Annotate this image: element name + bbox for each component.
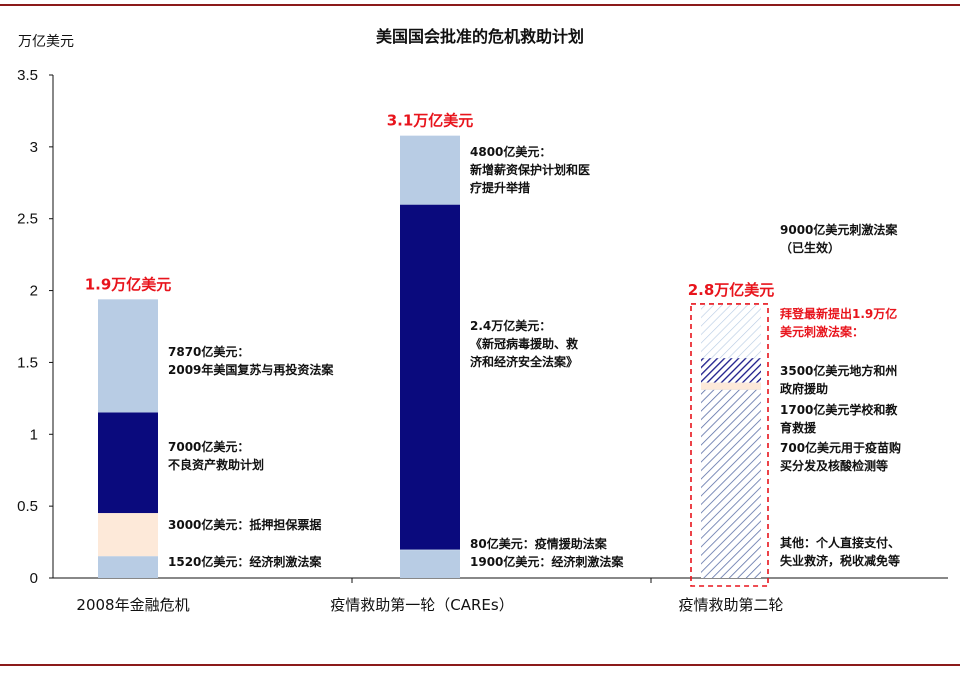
x-category-label: 疫情救助第二轮 <box>678 596 783 614</box>
y-tick-label: 0.5 <box>17 498 38 515</box>
proposal-bar-segment <box>701 358 761 383</box>
segment-label: 新增薪资保护计划和医 <box>470 162 590 177</box>
segment-label: 2009年美国复苏与再投资法案 <box>168 362 334 377</box>
proposal-note: 政府援助 <box>780 381 828 396</box>
y-tick-label: 3.5 <box>17 67 38 84</box>
segment-label: 7870亿美元： <box>168 344 249 359</box>
y-tick-label: 2.5 <box>17 211 38 228</box>
bar-segment <box>98 412 158 514</box>
bar-total-label: 1.9万亿美元 <box>85 275 172 293</box>
bar-segment <box>400 204 460 550</box>
segment-label: 80亿美元：疫情援助法案 <box>470 536 608 551</box>
segment-label: 1520亿美元：经济刺激法案 <box>168 554 322 569</box>
segment-label: （已生效） <box>780 240 840 255</box>
bar-segment <box>98 513 158 557</box>
proposal-bar-segment <box>701 304 761 359</box>
proposal-note: 700亿美元用于疫苗购 <box>780 440 901 455</box>
bar-segment <box>98 299 158 413</box>
bar-total-label: 2.8万亿美元 <box>688 281 775 299</box>
axes: 0 0.5 1 1.5 2 2.5 3 3.5 2008年金融危机 疫情救助第一轮（CAREs） 疫… <box>17 67 948 614</box>
bar-segment <box>400 135 460 205</box>
y-axis-unit-label: 万亿美元 <box>18 34 74 50</box>
segment-label: 7000亿美元： <box>168 439 249 454</box>
segment-label: 4800亿美元： <box>470 144 551 159</box>
bar-total-label: 3.1万亿美元 <box>387 112 474 130</box>
x-category-label: 疫情救助第一轮（CAREs） <box>330 596 513 614</box>
proposal-bar-segment <box>701 382 761 390</box>
proposal-bar-segment <box>701 389 761 578</box>
x-category-label: 2008年金融危机 <box>76 596 189 614</box>
bar-segment <box>400 549 460 551</box>
segment-label: 3000亿美元：抵押担保票据 <box>168 517 321 532</box>
proposal-note: 其他：个人直接支付、 <box>780 535 900 550</box>
y-tick-label: 3 <box>30 139 38 156</box>
bar-segment <box>400 550 460 578</box>
segment-label: 疗提升举措 <box>470 180 530 195</box>
segment-label: 9000亿美元刺激法案 <box>780 222 898 237</box>
y-tick-label: 2 <box>30 283 38 300</box>
proposal-dashed-box <box>690 303 769 587</box>
proposal-note: 3500亿美元地方和州 <box>780 363 897 378</box>
chart-title: 美国国会批准的危机救助计划 <box>376 27 584 46</box>
proposal-title: 拜登最新提出1.9万亿 <box>780 306 897 321</box>
segment-label: 2.4万亿美元： <box>470 318 551 333</box>
segment-label: 1900亿美元：经济刺激法案 <box>470 554 624 569</box>
bottom-border <box>0 664 960 666</box>
proposal-note: 1700亿美元学校和教 <box>780 402 898 417</box>
segment-label: 《新冠病毒援助、救 <box>470 336 578 351</box>
top-border <box>0 4 960 6</box>
y-tick-label: 1.5 <box>17 354 38 371</box>
bars <box>98 135 769 587</box>
segment-labels: 1.9万亿美元 3.1万亿美元 2.8万亿美元 1520亿美元：经济刺激法案 3000亿… <box>85 112 901 569</box>
y-tick-label: 1 <box>30 426 38 443</box>
segment-label: 不良资产救助计划 <box>168 457 264 472</box>
proposal-note: 失业救济，税收减免等 <box>780 553 900 568</box>
proposal-note: 买分发及核酸检测等 <box>780 458 888 473</box>
proposal-note: 育救援 <box>780 420 817 435</box>
segment-label: 济和经济安全法案》 <box>470 354 578 369</box>
proposal-title: 美元刺激法案： <box>780 324 864 339</box>
bar-segment <box>98 556 158 578</box>
y-tick-label: 0 <box>30 570 38 587</box>
